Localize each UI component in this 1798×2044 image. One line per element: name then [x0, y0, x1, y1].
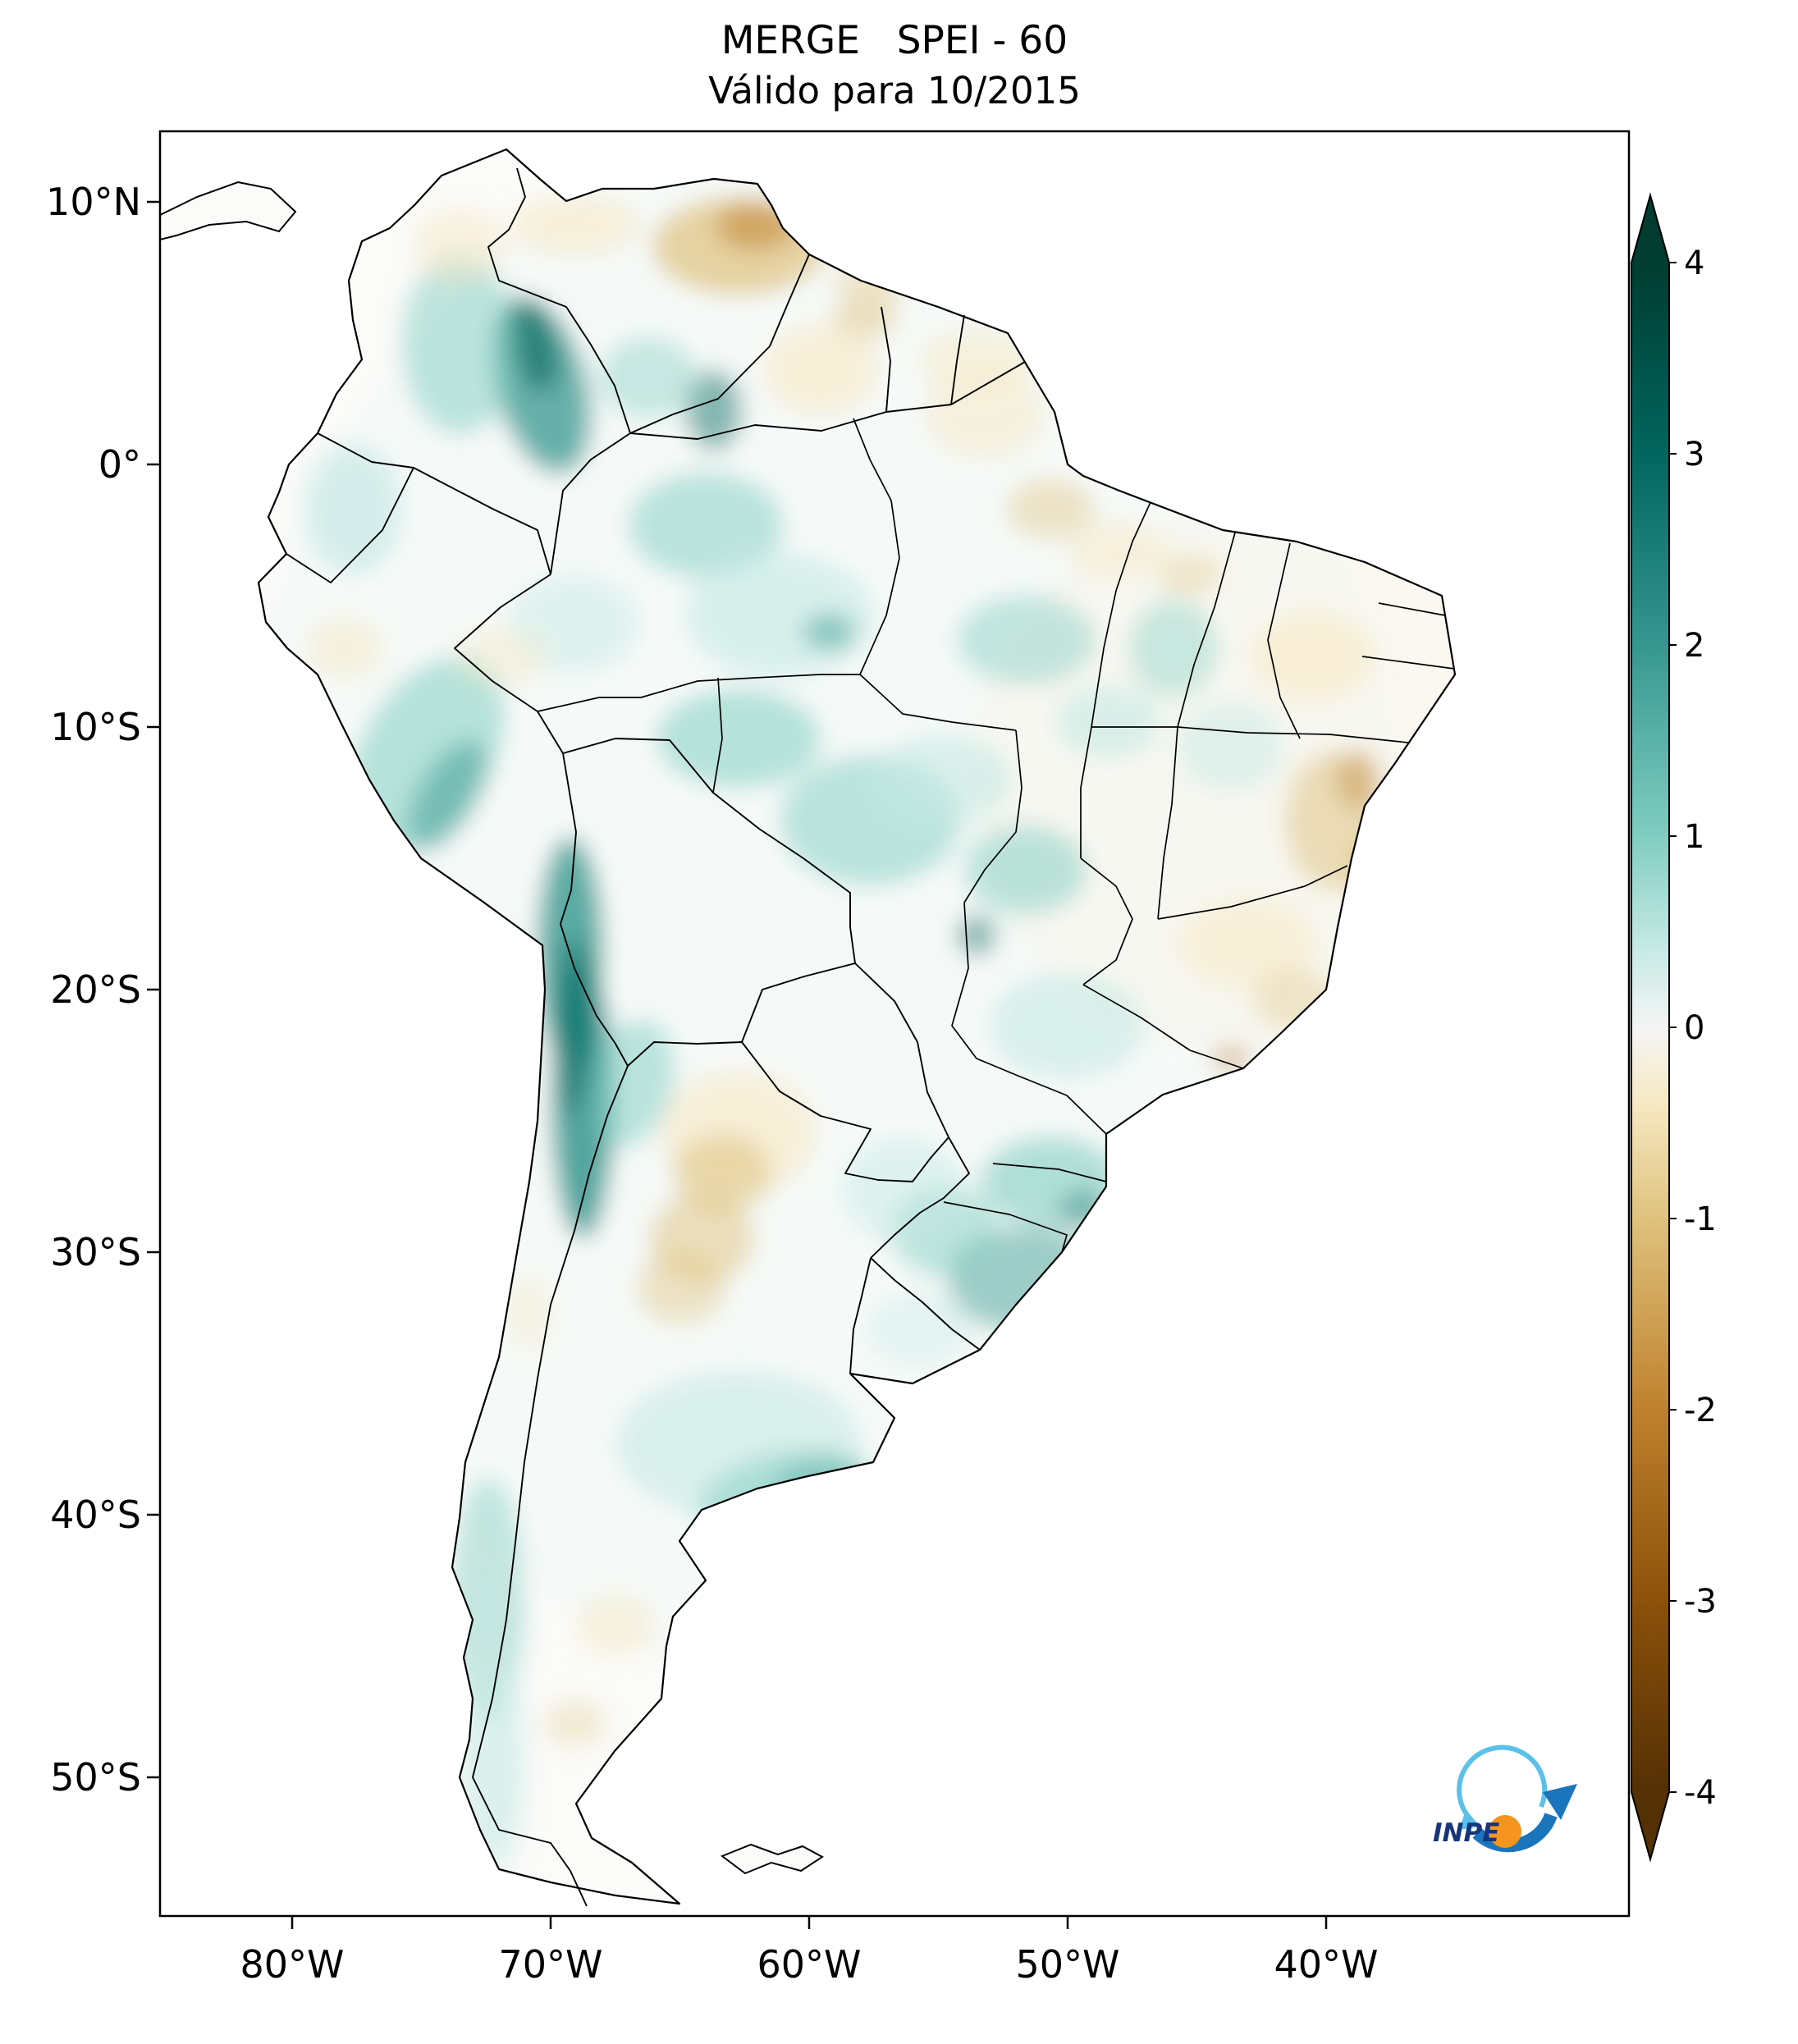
colorbar-tick-label: 3	[1684, 436, 1704, 473]
figure-subtitle: Válido para 10/2015	[708, 69, 1081, 112]
inpe-logo-arrow	[1472, 1813, 1558, 1853]
y-axis-tick-labels: 10°N 0° 10°S 20°S 30°S 40°S 50°S	[46, 180, 141, 1799]
spei-anomaly-layer	[258, 149, 1455, 1871]
y-tick-label: 20°S	[50, 967, 141, 1012]
x-tick-label: 70°W	[498, 1942, 602, 1987]
colorbar-ticks	[1669, 262, 1677, 1793]
colorbar-tick-label: 1	[1684, 818, 1704, 856]
y-tick-label: 30°S	[50, 1230, 141, 1274]
y-tick-label: 10°N	[46, 180, 141, 224]
y-tick-label: 0°	[98, 442, 141, 487]
inpe-logo-swoosh-arrowhead	[1459, 1810, 1480, 1830]
inpe-logo: INPE	[1433, 1744, 1577, 1853]
x-axis-ticks	[291, 1916, 1328, 1929]
x-tick-label: 80°W	[240, 1942, 344, 1987]
inpe-logo-orb	[1489, 1815, 1521, 1848]
coastline	[257, 148, 1457, 1905]
y-tick-label: 10°S	[50, 705, 141, 749]
colorbar-tick-label: -1	[1684, 1200, 1717, 1238]
colorbar-tick-label: -3	[1684, 1583, 1717, 1621]
axes-frame	[158, 130, 1631, 1918]
x-tick-label: 40°W	[1274, 1942, 1378, 1987]
inpe-logo-text: INPE	[1433, 1818, 1499, 1848]
y-tick-label: 50°S	[50, 1755, 141, 1799]
colorbar-tick-label: 0	[1684, 1009, 1704, 1047]
colorbar: 4 3 2 1 0 -1 -2 -3 -4	[1631, 192, 1717, 1863]
colorbar-tick-label: 2	[1684, 627, 1704, 665]
x-axis-tick-labels: 80°W 70°W 60°W 50°W 40°W	[240, 1942, 1378, 1987]
x-tick-label: 60°W	[757, 1942, 861, 1987]
colorbar-bar	[1631, 263, 1669, 1792]
brazil-state-borders	[537, 418, 1455, 1253]
inpe-logo-arrowhead	[1543, 1784, 1577, 1820]
figure-title: MERGE SPEI - 60	[721, 18, 1068, 63]
colorbar-tick-label: 4	[1684, 245, 1704, 282]
colorbar-tick-labels: 4 3 2 1 0 -1 -2 -3 -4	[1684, 245, 1717, 1812]
falkland-islands	[720, 1843, 824, 1875]
x-tick-label: 50°W	[1015, 1942, 1119, 1987]
colorbar-tick-label: -4	[1684, 1774, 1717, 1812]
country-borders	[286, 167, 1026, 1907]
colorbar-extend-top	[1631, 195, 1669, 263]
inpe-logo-swoosh	[1457, 1744, 1548, 1822]
colorbar-tick-label: -2	[1684, 1392, 1717, 1429]
panama-isthmus	[159, 181, 297, 241]
y-axis-ticks	[147, 200, 160, 1779]
y-tick-label: 40°S	[50, 1493, 141, 1537]
colorbar-extend-bottom	[1631, 1792, 1669, 1859]
